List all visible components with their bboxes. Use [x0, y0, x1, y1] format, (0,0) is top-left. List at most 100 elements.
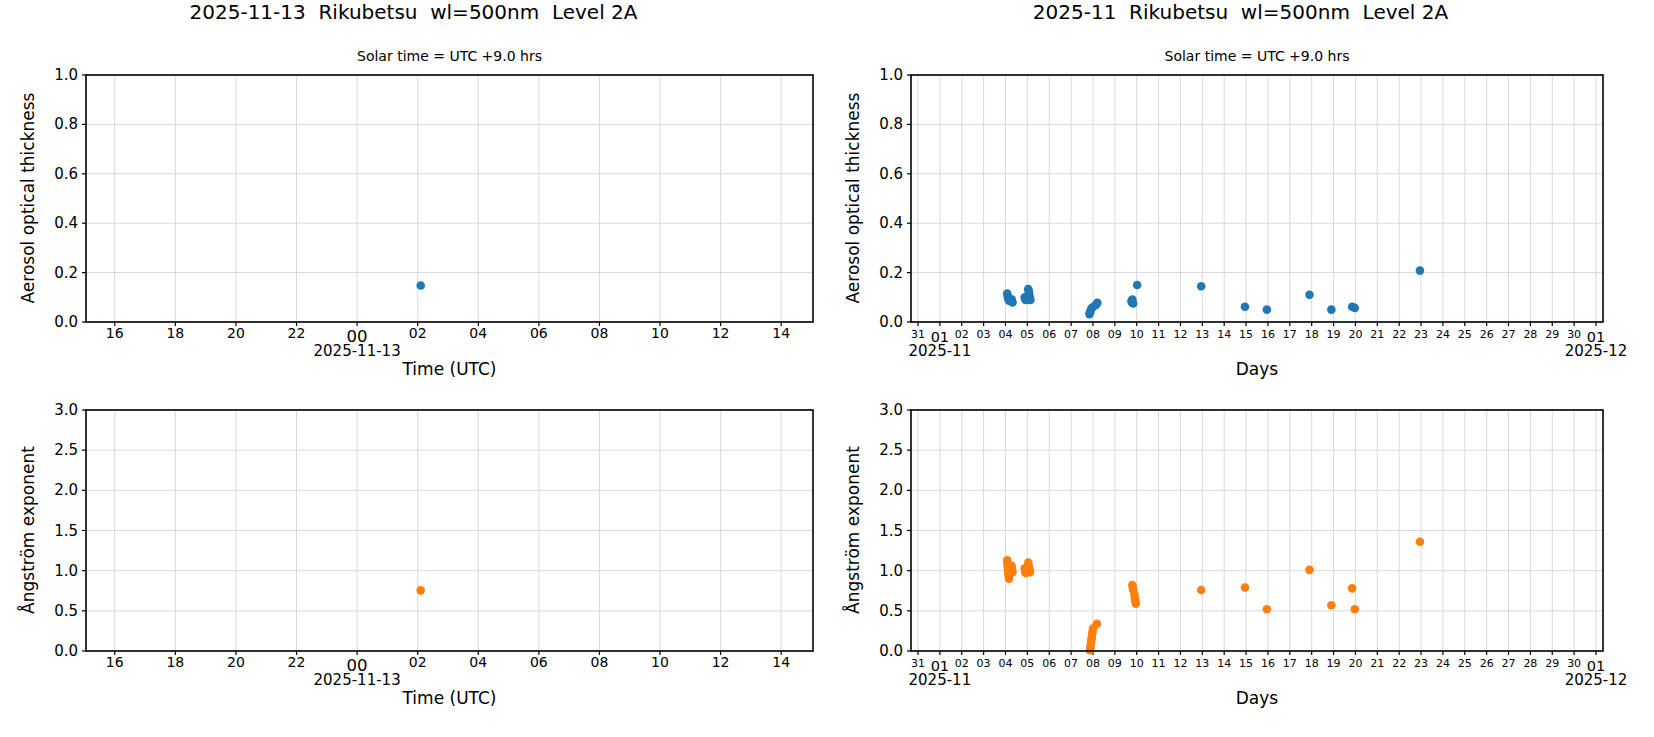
data-point: [1327, 305, 1336, 314]
y-tick-label: 0.6: [54, 165, 78, 183]
x-tick-label: 04: [469, 654, 487, 670]
x-tick-label: 24: [1436, 328, 1450, 341]
x-tick-label: 27: [1502, 328, 1516, 341]
x-tick-label: 05: [1020, 657, 1034, 670]
y-tick-label: 0.0: [879, 642, 903, 660]
y-tick-label: 0.5: [879, 602, 903, 620]
x-tick-label: 30: [1567, 657, 1581, 670]
x-tick-date-label: 2025-11: [909, 671, 972, 689]
x-tick-label: 12: [1173, 657, 1187, 670]
y-tick-label: 0.6: [879, 165, 903, 183]
x-tick-label: 08: [1086, 657, 1100, 670]
x-tick-label: 02: [409, 654, 427, 670]
y-tick-label: 2.5: [879, 441, 903, 459]
data-point: [1093, 619, 1102, 628]
y-tick-label: 0.8: [879, 115, 903, 133]
data-point: [1132, 599, 1141, 608]
x-tick-label: 20: [1348, 328, 1362, 341]
x-tick-label: 15: [1239, 657, 1253, 670]
data-point: [1350, 304, 1359, 313]
data-point: [1129, 299, 1138, 308]
x-tick-label: 17: [1283, 328, 1297, 341]
x-tick-label: 23: [1414, 328, 1428, 341]
y-tick-label: 0.4: [879, 214, 903, 232]
x-tick-label: 14: [772, 325, 790, 341]
y-tick-label: 3.0: [54, 401, 78, 419]
x-tick-label: 08: [591, 325, 609, 341]
x-tick-label: 26: [1480, 328, 1494, 341]
x-tick-label: 16: [106, 325, 124, 341]
x-tick-label: 18: [166, 325, 184, 341]
subtitle-month-aot: Solar time = UTC +9.0 hrs: [911, 48, 1603, 64]
x-tick-label: 12: [1173, 328, 1187, 341]
data-point: [1305, 566, 1314, 575]
suptitle-left: 2025-11-13 Rikubetsu wl=500nm Level 2A: [0, 0, 827, 24]
x-tick-label: 25: [1458, 657, 1472, 670]
y-tick-label: 2.0: [54, 481, 78, 499]
x-tick-label: 06: [530, 654, 548, 670]
x-tick-label: 20: [227, 325, 245, 341]
x-tick-label: 23: [1414, 657, 1428, 670]
x-tick-label: 02: [955, 657, 969, 670]
plot-day-angstrom: 16182022002025-11-13020406081012140.00.5…: [54, 401, 813, 689]
x-tick-label: 04: [998, 328, 1012, 341]
x-axis-label-month-angstrom: Days: [911, 688, 1603, 708]
x-tick-label: 21: [1370, 328, 1384, 341]
x-tick-label: 17: [1283, 657, 1297, 670]
y-axis-label-day-angstrom: Ångström exponent: [18, 446, 38, 614]
data-point: [1093, 298, 1102, 307]
y-tick-label: 0.8: [54, 115, 78, 133]
data-point: [1241, 302, 1250, 311]
x-tick-label: 16: [1261, 657, 1275, 670]
x-tick-label: 20: [227, 654, 245, 670]
y-tick-label: 1.0: [879, 66, 903, 84]
x-tick-label: 30: [1567, 328, 1581, 341]
x-tick-label: 06: [1042, 657, 1056, 670]
x-tick-label: 10: [1130, 328, 1144, 341]
x-tick-label: 09: [1108, 657, 1122, 670]
plot-day-aot: 16182022002025-11-13020406081012140.00.2…: [54, 66, 813, 360]
x-tick-label: 09: [1108, 328, 1122, 341]
y-tick-label: 2.0: [879, 481, 903, 499]
data-point: [1348, 584, 1357, 593]
x-tick-date-label: 2025-12: [1565, 342, 1628, 360]
data-point: [416, 586, 425, 595]
x-tick-label: 14: [1217, 657, 1231, 670]
y-tick-label: 3.0: [879, 401, 903, 419]
x-tick-label: 07: [1064, 328, 1078, 341]
y-tick-label: 0.0: [879, 313, 903, 331]
data-point: [1263, 605, 1272, 614]
x-tick-label: 27: [1502, 657, 1516, 670]
x-tick-label: 15: [1239, 328, 1253, 341]
x-tick-label: 16: [1261, 328, 1275, 341]
y-tick-label: 2.5: [54, 441, 78, 459]
figure-canvas: { "colors": { "blue": "#1f77b4", "orange…: [0, 0, 1654, 737]
x-tick-date-label: 2025-12: [1565, 671, 1628, 689]
x-tick-label: 24: [1436, 657, 1450, 670]
x-tick-label: 28: [1523, 657, 1537, 670]
data-point: [1197, 282, 1206, 291]
y-tick-label: 0.0: [54, 642, 78, 660]
x-tick-label: 18: [1305, 328, 1319, 341]
x-tick-label: 11: [1152, 328, 1166, 341]
data-point: [1416, 266, 1425, 275]
x-tick-label: 04: [998, 657, 1012, 670]
x-axis-label-day-aot: Time (UTC): [86, 359, 813, 379]
x-tick-label: 10: [651, 325, 669, 341]
x-tick-label: 14: [1217, 328, 1231, 341]
x-tick-label: 29: [1545, 657, 1559, 670]
subtitle-day-aot: Solar time = UTC +9.0 hrs: [86, 48, 813, 64]
data-point: [1197, 586, 1206, 595]
x-tick-label: 20: [1348, 657, 1362, 670]
y-tick-label: 1.5: [54, 522, 78, 540]
x-tick-label: 19: [1327, 328, 1341, 341]
x-tick-label: 03: [977, 657, 991, 670]
x-tick-label: 04: [469, 325, 487, 341]
x-tick-label: 18: [1305, 657, 1319, 670]
x-tick-label: 22: [288, 325, 306, 341]
x-tick-label: 02: [409, 325, 427, 341]
x-tick-label: 18: [166, 654, 184, 670]
y-tick-label: 0.2: [54, 264, 78, 282]
y-tick-label: 0.2: [879, 264, 903, 282]
x-tick-label: 21: [1370, 657, 1384, 670]
